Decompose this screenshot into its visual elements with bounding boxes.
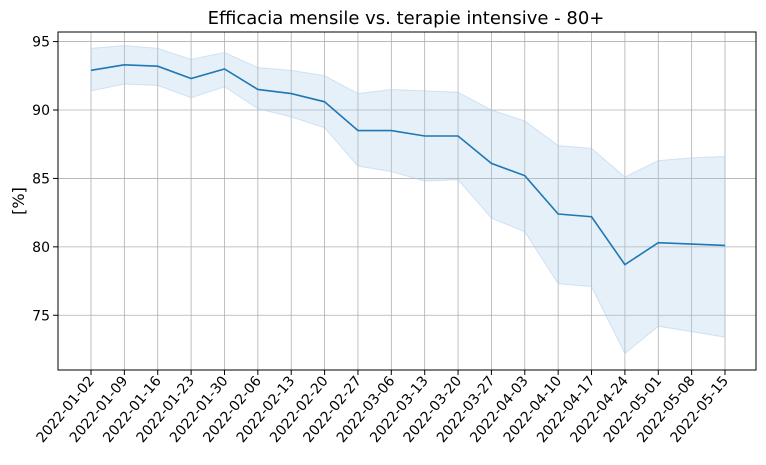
confidence-band xyxy=(90,45,726,355)
y-tick-label: 85 xyxy=(32,171,50,187)
y-tick-label: 90 xyxy=(32,103,50,119)
plot-frame xyxy=(57,31,757,371)
y-tick-label: 75 xyxy=(32,308,50,324)
chart-title: Efficacia mensile vs. terapie intensive … xyxy=(208,8,605,29)
grid xyxy=(58,32,756,370)
confidence-band-layer xyxy=(90,45,726,355)
x-axis: 2022-01-022022-01-092022-01-162022-01-23… xyxy=(34,370,732,446)
y-tick-label: 80 xyxy=(32,240,50,256)
y-axis: 75 80 85 90 95 xyxy=(32,35,58,324)
series-line-layer xyxy=(90,64,726,266)
y-axis-label: [%] xyxy=(9,187,28,215)
series-line xyxy=(90,64,726,266)
y-tick-label: 95 xyxy=(32,35,50,51)
